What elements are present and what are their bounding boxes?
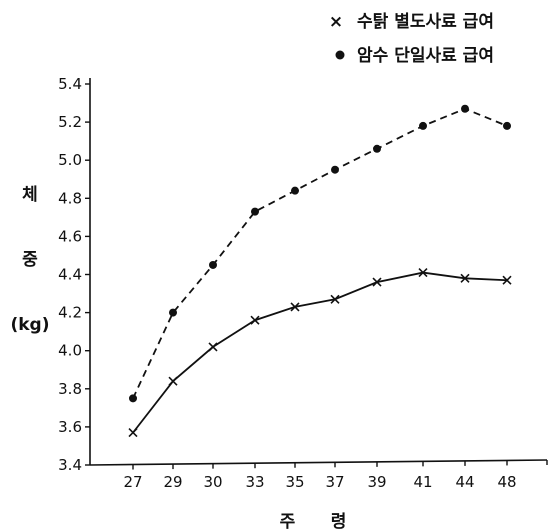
- data-point-x: [460, 273, 470, 283]
- data-point-dot: [129, 394, 137, 403]
- data-point-x: [372, 277, 382, 287]
- y-tick-label: 4.6: [58, 227, 82, 245]
- series-1-line: [132, 271, 508, 434]
- y-tick-label: 5.4: [58, 75, 82, 93]
- y-axis-label-line-3: (kg): [10, 315, 49, 335]
- data-point-x: [290, 302, 300, 312]
- y-tick-label: 5.2: [58, 113, 82, 131]
- y-axis-label-line-2: 중: [22, 250, 38, 270]
- series-layer: [128, 104, 512, 438]
- data-point-x: [418, 268, 428, 278]
- x-tick-label: 35: [285, 473, 304, 491]
- axes: [89, 78, 548, 466]
- x-tick-label: 37: [325, 473, 344, 491]
- data-point-dot: [461, 104, 469, 113]
- x-tick-label: 27: [123, 473, 142, 491]
- data-point-dot: [419, 121, 427, 130]
- x-tick-label: 30: [203, 473, 222, 491]
- data-point-dot: [503, 121, 511, 130]
- data-point-dot: [209, 260, 217, 269]
- legend-marker-x: ×: [329, 12, 343, 32]
- legend: × 수탉 별도사료 급여 암수 단일사료 급여: [329, 11, 494, 66]
- legend-item-series-2: 암수 단일사료 급여: [335, 46, 494, 66]
- data-point-dot: [169, 308, 177, 317]
- series-1: [128, 268, 512, 438]
- y-tick-label: 4.8: [58, 189, 82, 207]
- data-point-x: [168, 376, 178, 386]
- x-tick-label: 41: [413, 473, 432, 491]
- data-point-dot: [331, 165, 339, 174]
- y-ticks: 3.4 3.6 3.8 4.0 4.2 4.4 4.6 4.8 5.0 5.2 5.4: [58, 75, 90, 474]
- legend-marker-dot: [335, 50, 345, 60]
- x-tick-label: 39: [367, 473, 386, 491]
- y-tick-label: 4.4: [58, 266, 82, 284]
- data-point-dot: [251, 207, 259, 216]
- x-tick-label: 29: [163, 473, 182, 491]
- x-axis-line: [89, 459, 548, 466]
- x-ticks: 27 29 30 33 35 37 39 41 44 48: [123, 460, 548, 491]
- data-point-x: [502, 275, 512, 285]
- y-tick-label: 3.6: [58, 418, 82, 436]
- data-point-dot: [291, 186, 299, 195]
- legend-label-series-2: 암수 단일사료 급여: [357, 46, 494, 66]
- y-tick-label: 3.8: [58, 380, 82, 398]
- x-tick-label: 48: [497, 473, 516, 491]
- data-point-x: [250, 315, 260, 325]
- x-tick-label: 33: [245, 473, 264, 491]
- y-axis-label-line-1: 체: [22, 185, 38, 205]
- y-axis-label: 체 중 (kg): [10, 185, 49, 335]
- y-tick-label: 5.0: [58, 151, 82, 169]
- legend-label-series-1: 수탉 별도사료 급여: [357, 11, 494, 32]
- y-tick-label: 4.0: [58, 342, 82, 360]
- data-point-x: [330, 294, 340, 304]
- y-tick-label: 3.4: [58, 456, 82, 474]
- legend-item-series-1: × 수탉 별도사료 급여: [329, 11, 494, 32]
- data-point-x: [208, 342, 218, 352]
- series-2: [129, 104, 511, 403]
- x-tick-label: 44: [455, 473, 474, 491]
- series-2-line: [132, 107, 508, 399]
- y-tick-label: 4.2: [58, 304, 82, 322]
- data-point-x: [128, 428, 138, 438]
- x-axis-label: 주 령: [280, 511, 347, 532]
- data-point-dot: [373, 144, 381, 153]
